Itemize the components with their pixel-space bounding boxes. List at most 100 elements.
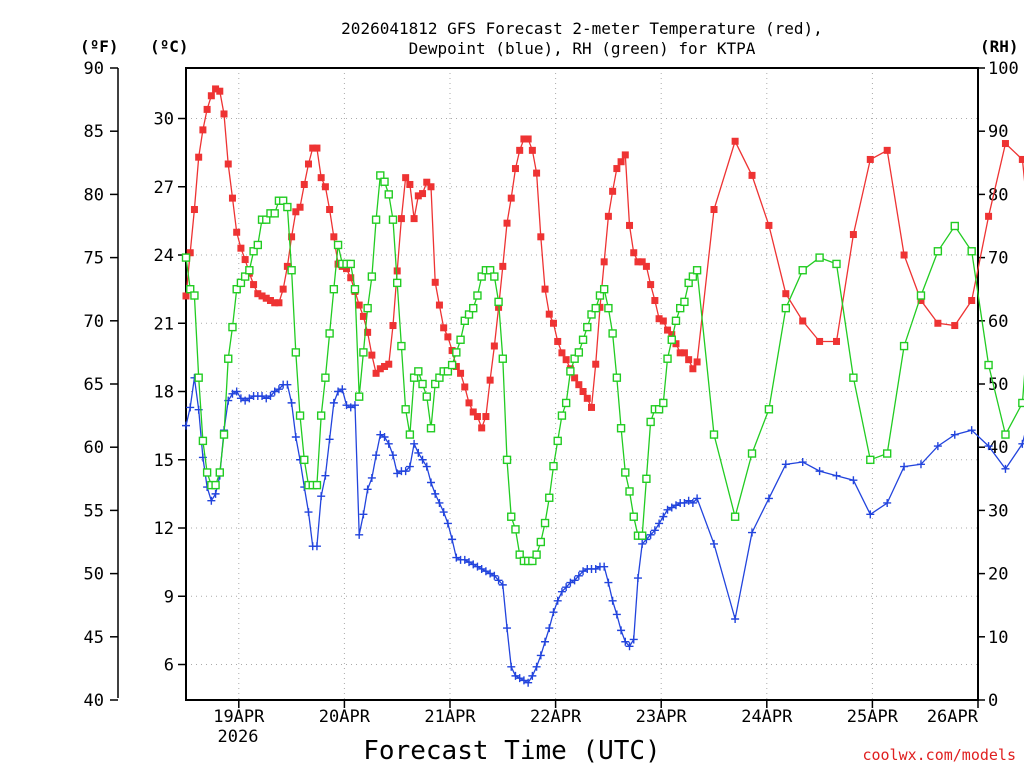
temperature-point [419,190,427,198]
rh-point [431,379,440,389]
rh-point [245,266,254,275]
rh-point [730,512,740,521]
temperature-point [710,206,718,214]
rh-point [604,303,613,313]
dewpoint-point [182,421,190,430]
rh-point [498,354,507,363]
time-tick-label: 26APR [927,707,979,727]
temperature-point [592,360,600,368]
dewpoint-point [473,562,482,571]
dewpoint-point [258,392,267,401]
temperature-point [934,319,942,327]
rh-point [511,525,520,534]
rh-point [321,373,330,382]
dewpoint-point [693,494,702,503]
temperature-point [537,233,545,241]
dewpoint-point [1018,439,1024,448]
temperature-point [533,169,541,177]
rh-point [540,518,550,528]
rh-point [561,398,571,408]
fahrenheit-tick-label: 75 [84,249,104,269]
dewpoint-point [245,394,254,403]
dewpoint-point [405,462,414,471]
temperature-point [672,340,680,348]
rh-point [354,392,364,401]
rh-point [933,247,943,256]
rh-point [422,392,431,401]
rh-point [384,190,393,199]
temperature-point [968,297,976,305]
dewpoint-point [655,519,664,528]
temperature-point [410,215,418,223]
dewpoint-point [481,567,490,576]
temperature-point [571,374,579,382]
rh-point [612,373,622,382]
temperature-point [364,328,372,336]
dewpoint-point [532,662,541,671]
dewpoint-point [629,635,638,644]
dewpoint-point [515,674,524,683]
temperature-point [596,303,604,311]
rh-point [764,405,774,414]
rh-point [984,360,993,370]
dewpoint-point [287,398,296,407]
rh-point [346,259,355,269]
rh-point [616,424,626,433]
temperature-point [748,171,756,179]
dewpoint-point [900,462,909,471]
temperature-point [212,85,220,93]
dewpoint-point [566,578,575,587]
fahrenheit-tick-label: 55 [84,501,104,521]
dewpoint-point [266,392,275,401]
temperature-point [680,349,688,357]
dewpoint-point [291,433,300,442]
fahrenheit-tick-label: 85 [84,122,104,142]
rh-point [325,329,334,338]
x-axis-title: Forecast Time (UTC) [363,736,660,766]
temperature-point [630,249,638,257]
series-rh [181,171,1024,566]
rh-point [680,297,689,307]
temperature-point [195,153,203,161]
rh-point [654,405,664,414]
celsius-unit-label: (ºC) [150,37,189,56]
rh-point [278,196,288,205]
dewpoint-point [418,455,427,464]
temperature-point [579,388,587,396]
temperature-point [765,221,773,229]
dewpoint-point [393,469,402,478]
temperature-point [668,331,676,339]
rh-point [287,266,296,275]
dewpoint-point [984,442,993,451]
dewpoint-point [519,676,528,685]
rh-point [608,329,617,338]
dewpoint-point [680,498,689,507]
rh-point [350,285,360,294]
celsius-tick-label: 18 [154,383,174,403]
dewpoint-point [536,651,545,660]
rh-point [215,468,224,477]
dewpoint-point [325,435,334,444]
rh-point [300,455,309,465]
temperature-point [279,285,287,293]
rh-point [397,341,406,351]
rh-point [270,209,279,218]
chart-title-line2: Dewpoint (blue), RH (green) for KTPA [409,39,756,58]
dewpoint-point [633,574,642,583]
rh-point [849,373,858,382]
dewpoint-point [557,587,566,596]
rh-point [211,480,220,490]
dewpoint-point [511,671,520,680]
dewpoint-point [849,476,858,485]
rh-point [566,367,575,376]
fahrenheit-tick-label: 90 [84,59,104,79]
dewpoint-point [591,564,600,573]
temperature-point [385,360,393,368]
x-year-label: 2026 [218,727,259,747]
temperature-point [799,317,807,325]
celsius-tick-label: 12 [154,519,174,539]
rh-point [553,436,562,446]
rh-point [376,171,385,180]
dewpoint-point [612,610,621,619]
dewpoint-point [570,576,579,585]
